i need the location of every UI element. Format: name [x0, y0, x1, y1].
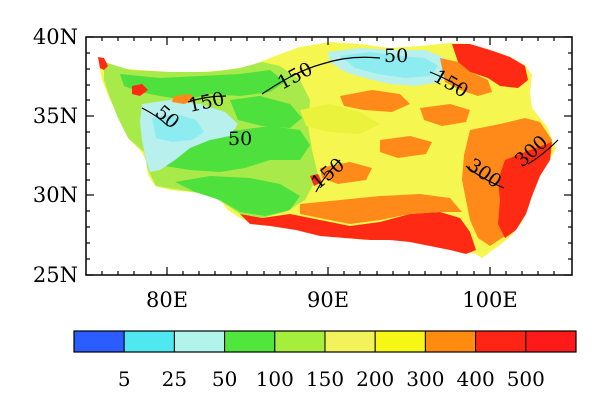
contour-lines — [141, 56, 559, 193]
legend-swatch — [173, 330, 226, 353]
south-orange-band — [300, 194, 462, 224]
legend-label: 150 — [306, 367, 344, 391]
green-band-4 — [230, 96, 302, 128]
lat-tick-label: 35N — [33, 104, 78, 128]
green-band-1 — [120, 70, 285, 100]
contour-label: 50 — [228, 128, 252, 150]
qaidam-cyan-core — [340, 52, 438, 78]
contour-150-north — [261, 56, 381, 95]
green-band-3 — [175, 176, 300, 216]
south-red-zone — [240, 212, 476, 254]
legend-label: 200 — [356, 367, 394, 391]
legend-label: 400 — [457, 367, 495, 391]
axis-ticks — [86, 36, 572, 276]
legend-frame — [73, 330, 577, 353]
legend-labels: 5 25 50 100 150 200 300 400 500 — [118, 367, 545, 391]
lon-tick-label: 100E — [462, 288, 517, 312]
central-red-spot — [310, 174, 322, 186]
legend-label: 300 — [406, 367, 444, 391]
lat-tick-label: 40N — [33, 25, 78, 49]
lat-tick-label: 25N — [33, 263, 78, 287]
legend-swatch — [274, 330, 326, 353]
legend-label: 100 — [256, 367, 294, 391]
contour-300-far-east — [527, 139, 559, 165]
central-orange-patch-3 — [380, 136, 432, 158]
legend-label: 25 — [162, 367, 187, 391]
legend-label: 5 — [118, 367, 131, 391]
lon-tick-label: 80E — [146, 288, 188, 312]
ne-orange-zone — [440, 58, 492, 96]
east-red-zone — [498, 142, 552, 238]
contour-300-east — [465, 165, 505, 189]
legend-swatch — [123, 330, 175, 353]
legend-swatch — [324, 330, 376, 353]
central-yellow-band — [300, 104, 380, 134]
legend-swatch — [525, 330, 577, 353]
legend-swatch — [374, 330, 426, 353]
legend-label: 50 — [212, 367, 237, 391]
legend-swatch — [73, 330, 125, 353]
west-red-spot — [132, 84, 148, 96]
lat-tick-labels: 40N 35N 30N 25N — [33, 25, 78, 287]
central-orange-patch-1 — [340, 90, 410, 112]
west-edge-red — [98, 57, 108, 70]
contour-150-west — [187, 95, 227, 103]
lat-tick-label: 30N — [33, 183, 78, 207]
contour-150-central — [315, 159, 341, 193]
legend-swatch — [475, 330, 527, 353]
lon-tick-label: 90E — [307, 288, 349, 312]
legend-swatch — [424, 330, 477, 353]
lon-tick-labels: 80E 90E 100E — [146, 288, 518, 312]
plateau-region — [98, 42, 556, 258]
contour-150-ne — [429, 71, 463, 89]
contour-50-west — [141, 107, 169, 127]
color-legend: 5 25 50 100 150 200 300 400 500 — [73, 330, 577, 391]
contour-label: 50 — [384, 45, 408, 67]
legend-swatches — [73, 330, 577, 353]
ne-red-zone — [452, 44, 528, 88]
legend-label: 500 — [507, 367, 545, 391]
central-orange-patch-2 — [420, 104, 470, 126]
west-cyan-zone-2 — [152, 114, 204, 142]
legend-swatch — [224, 330, 276, 353]
